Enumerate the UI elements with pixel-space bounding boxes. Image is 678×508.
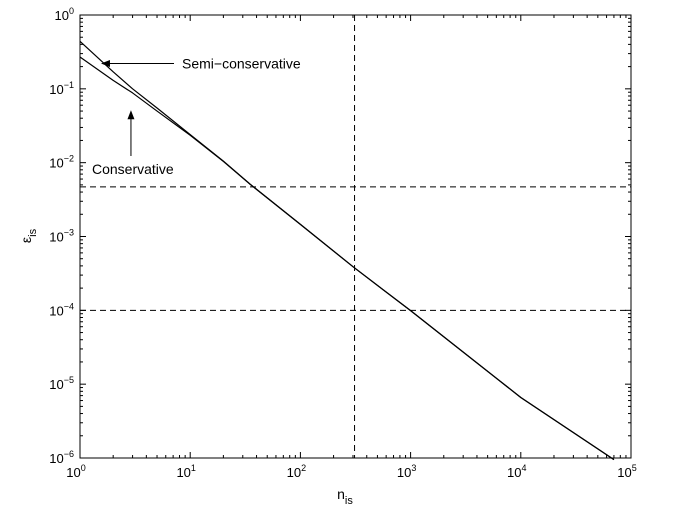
x-tick-label: 103 [397,463,416,480]
reference-lines [80,15,631,458]
arrowhead [127,110,135,120]
x-tick-label: 102 [287,463,306,480]
annotation-label-conservative: Conservative [92,161,174,177]
annotations: Semi−conservative Conservative [92,56,301,177]
y-tick-label: 10−5 [49,375,74,392]
x-axis-ticks: 100 101 102 103 104 105 [66,15,637,480]
x-tick-label: 104 [507,463,526,480]
y-tick-label: 10−6 [49,449,74,466]
y-tick-label: 10−4 [49,301,74,318]
x-tick-label: 105 [617,463,636,480]
series-lines [79,40,615,461]
x-tick-label: 101 [176,463,195,480]
arrowhead [100,60,110,68]
y-axis-label: εis [18,228,39,243]
plot-background [80,15,631,458]
y-tick-label: 10−3 [49,228,74,245]
plot-frame [79,14,632,459]
x-tick-label: 100 [66,463,85,480]
y-tick-label: 10−1 [49,80,74,97]
y-tick-label: 10−2 [49,154,74,171]
annotation-label-semi-conservative: Semi−conservative [182,56,301,72]
x-axis-label: nis [337,486,353,507]
series-line-conservative [79,56,615,461]
y-axis-ticks: 10−6 10−5 10−4 10−3 10−2 10−1 100 [49,6,631,466]
y-tick-label: 100 [55,6,74,23]
